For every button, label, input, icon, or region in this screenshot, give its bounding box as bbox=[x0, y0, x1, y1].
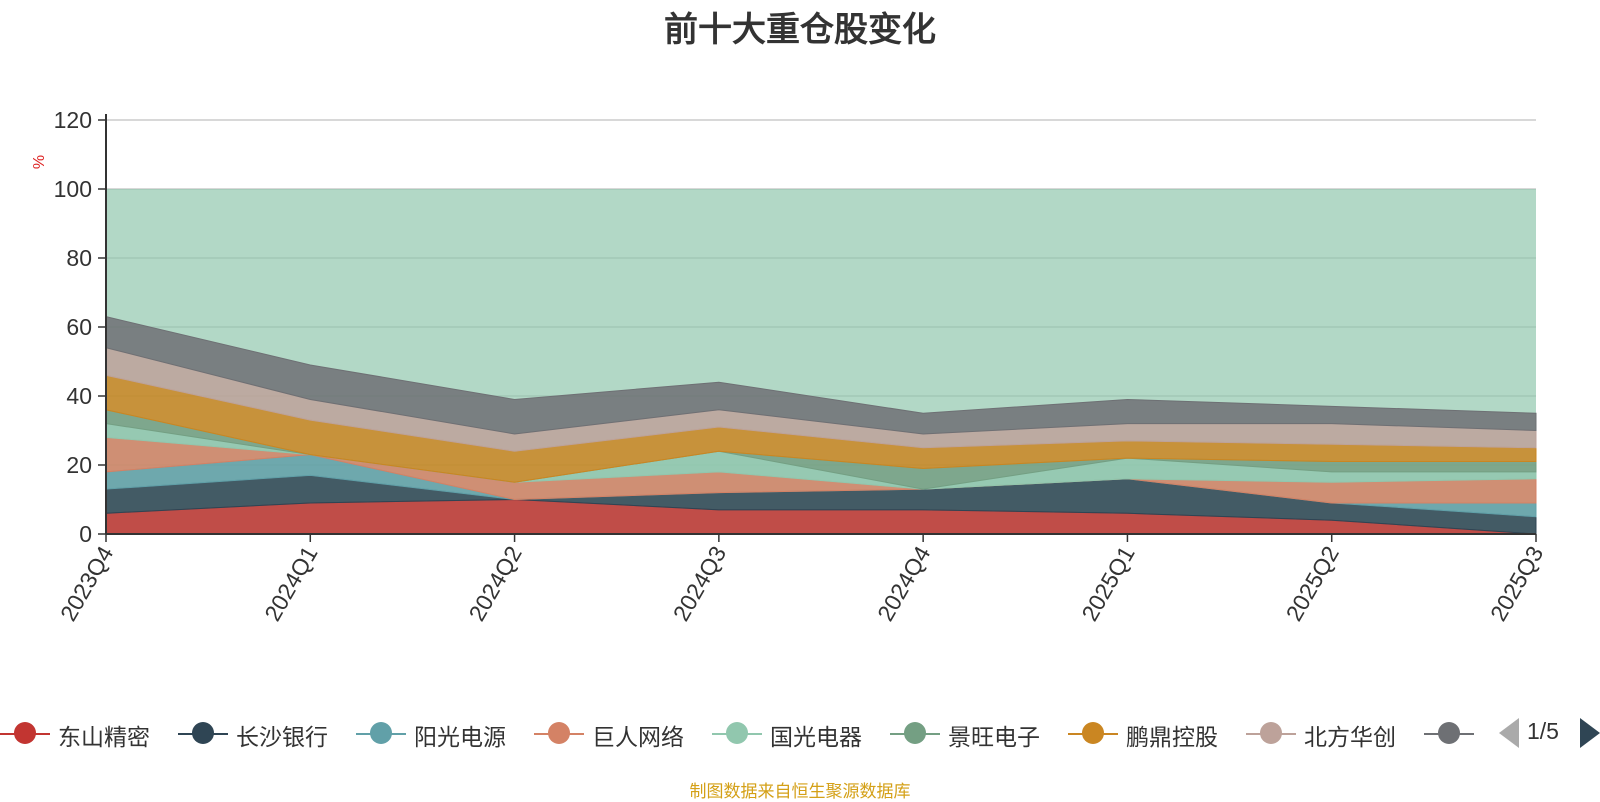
x-tick-label: 2024Q2 bbox=[463, 542, 526, 626]
legend-marker bbox=[548, 722, 570, 744]
legend-next-page-button[interactable] bbox=[1580, 718, 1600, 748]
legend-label: 巨人网络 bbox=[592, 724, 684, 750]
y-tick-label: 20 bbox=[66, 452, 92, 478]
legend-item-1[interactable]: 长沙银行 bbox=[178, 712, 356, 756]
x-tick-label: 2025Q1 bbox=[1076, 542, 1139, 626]
legend-label: 北方华创 bbox=[1304, 724, 1396, 750]
y-tick-label: 120 bbox=[54, 107, 92, 133]
chart-plot: 0 20 40 60 80 100 120 2023Q4 2024Q1 2024Q2 2024Q3 2… bbox=[31, 107, 1548, 626]
legend-label: 国光电器 bbox=[770, 724, 862, 750]
legend-marker bbox=[1260, 722, 1282, 744]
legend-item-7[interactable]: 北方华创 bbox=[1246, 712, 1424, 756]
legend-item-6[interactable]: 鹏鼎控股 bbox=[1068, 712, 1246, 756]
y-tick-label: 60 bbox=[66, 314, 92, 340]
y-tick-label: 40 bbox=[66, 383, 92, 409]
legend-page-indicator: 1/5 bbox=[1527, 718, 1559, 744]
legend-label: 东山精密 bbox=[58, 724, 150, 750]
legend-marker bbox=[14, 722, 36, 744]
legend-item-2[interactable]: 阳光电源 bbox=[356, 712, 534, 756]
y-axis-label: % bbox=[31, 155, 48, 169]
legend-label: 长沙银行 bbox=[236, 724, 328, 750]
legend-marker bbox=[1438, 722, 1460, 744]
y-tick-label: 100 bbox=[54, 176, 92, 202]
y-tick-label: 80 bbox=[66, 245, 92, 271]
y-tick-label: 0 bbox=[79, 521, 92, 547]
x-tick-label: 2025Q2 bbox=[1281, 542, 1344, 626]
x-tick-label: 2025Q3 bbox=[1485, 542, 1548, 626]
legend-item-8[interactable]: 恒玄科技 bbox=[1424, 712, 1480, 756]
x-tick-label: 2024Q3 bbox=[668, 542, 731, 626]
legend-item-5[interactable]: 景旺电子 bbox=[890, 712, 1068, 756]
source-note: 制图数据来自恒生聚源数据库 bbox=[689, 782, 911, 801]
legend-item-4[interactable]: 国光电器 bbox=[712, 712, 890, 756]
legend-marker bbox=[1082, 722, 1104, 744]
x-tick-label: 2024Q4 bbox=[872, 541, 936, 625]
legend-label: 阳光电源 bbox=[414, 724, 506, 750]
legend-marker bbox=[192, 722, 214, 744]
legend-marker bbox=[370, 722, 392, 744]
legend-prev-page-button[interactable] bbox=[1499, 718, 1519, 748]
legend: 东山精密 长沙银行 阳光电源 巨人网络 国光电器 景旺电子 鹏鼎控股 北方华创 恒玄科技 bbox=[0, 712, 1480, 756]
chart-title: 前十大重仓股变化 bbox=[664, 11, 936, 49]
x-tick-label: 2023Q4 bbox=[55, 541, 119, 625]
x-tick-label: 2024Q1 bbox=[259, 542, 322, 626]
legend-item-0[interactable]: 东山精密 bbox=[0, 712, 178, 756]
legend-label: 鹏鼎控股 bbox=[1126, 724, 1218, 750]
legend-item-3[interactable]: 巨人网络 bbox=[534, 712, 712, 756]
legend-marker bbox=[904, 722, 926, 744]
legend-label: 景旺电子 bbox=[948, 724, 1040, 750]
series-area-8 bbox=[105, 316, 1537, 435]
legend-marker bbox=[726, 722, 748, 744]
area-layer bbox=[105, 189, 1537, 535]
